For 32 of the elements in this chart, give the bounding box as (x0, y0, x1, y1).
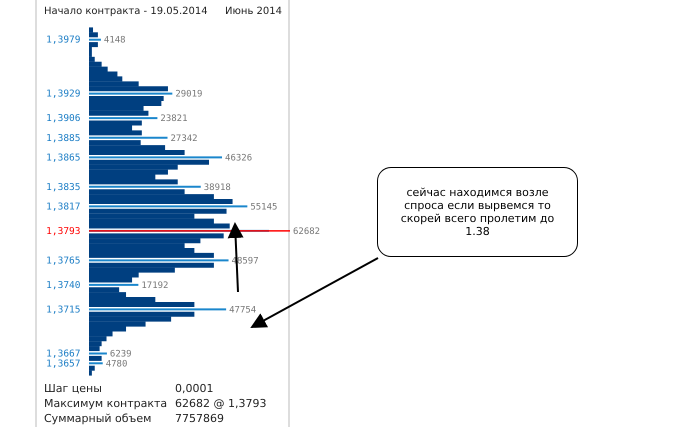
data-label: 55145 (250, 202, 278, 212)
data-label: 17192 (141, 280, 168, 291)
y-tick-label: 1,3740 (46, 280, 81, 291)
bar (89, 356, 102, 361)
data-label: 4148 (104, 36, 126, 46)
y-tick-label: 1,3835 (46, 182, 80, 193)
y-tick-label: 1,3979 (46, 34, 81, 46)
data-label: 29019 (175, 90, 202, 100)
data-label: 47754 (229, 305, 256, 316)
data-label: 4780 (106, 359, 128, 370)
y-tick-label: 1,3885 (46, 132, 80, 144)
y-tick-label: 1,3667 (46, 348, 80, 360)
chart-subtitle: Июнь 2014 (225, 6, 282, 17)
data-label: 62682 (293, 226, 320, 237)
y-tick-label: 1,3657 (46, 358, 80, 370)
text: Суммарный объем 7757869 (44, 412, 224, 425)
text: Шаг цены 0,0001 (44, 382, 214, 395)
y-tick-label: 1,3865 (46, 152, 80, 164)
y-tick-label: 1,3906 (46, 113, 81, 124)
y-tick-label: 1,3715 (46, 304, 80, 316)
y-tick-label: 1,3817 (46, 201, 80, 212)
data-label: 46326 (225, 153, 252, 164)
text: Максимум контракта 62682 @ 1,3793 (44, 396, 266, 411)
data-label: 38918 (204, 182, 231, 193)
chart-title: Начало контракта - 19.05.2014 (44, 6, 208, 17)
callout-box: сейчас находимся возле спроса если вырвемся то скорей всего пролетим до 1.38 (377, 167, 578, 257)
data-label: 27342 (170, 134, 198, 144)
y-tick-label: 1,3929 (46, 88, 81, 100)
data-label: 23821 (160, 114, 188, 124)
y-tick-label: 1,3793 (46, 226, 80, 237)
data-label: 6239 (110, 349, 132, 360)
y-tick-label: 1,3765 (46, 255, 80, 266)
